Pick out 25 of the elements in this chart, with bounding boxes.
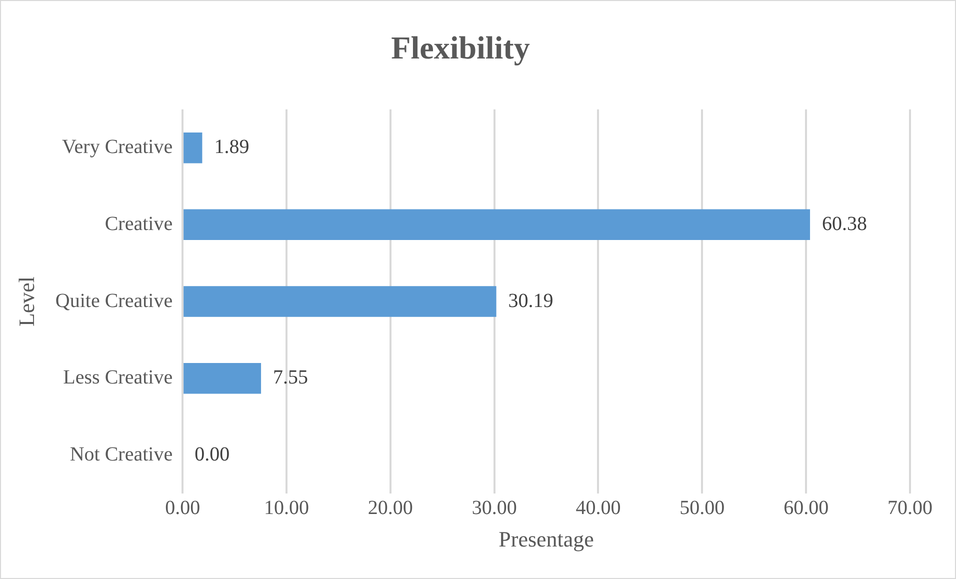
data-label: 30.19 (508, 290, 554, 312)
x-tick-label: 70.00 (888, 496, 932, 519)
x-tick-label: 10.00 (264, 496, 309, 519)
x-tick-label: 60.00 (784, 496, 829, 519)
y-tick-label: Creative (104, 212, 173, 235)
data-label: 1.89 (214, 136, 250, 158)
y-tick-label: Very Creative (62, 136, 173, 158)
x-axis-title: Presentage (498, 526, 594, 552)
x-tick-label: 50.00 (680, 496, 725, 519)
x-tick-label: 30.00 (472, 496, 517, 519)
data-label: 60.38 (822, 212, 868, 235)
bar (184, 132, 202, 164)
x-tick-label: 20.00 (368, 496, 413, 519)
y-tick-label: Less Creative (63, 366, 173, 389)
bar (184, 362, 262, 394)
data-label: 0.00 (194, 443, 230, 466)
bar (184, 286, 496, 317)
x-tick-label: 0.00 (165, 496, 200, 519)
x-tick-label: 40.00 (576, 496, 621, 519)
chart-title: Flexibility (391, 29, 530, 66)
bar (184, 209, 810, 240)
y-axis-title: Level (14, 276, 39, 327)
y-tick-label: Not Creative (70, 443, 173, 466)
data-label: 7.55 (273, 366, 308, 389)
y-tick-label: Quite Creative (55, 290, 173, 312)
